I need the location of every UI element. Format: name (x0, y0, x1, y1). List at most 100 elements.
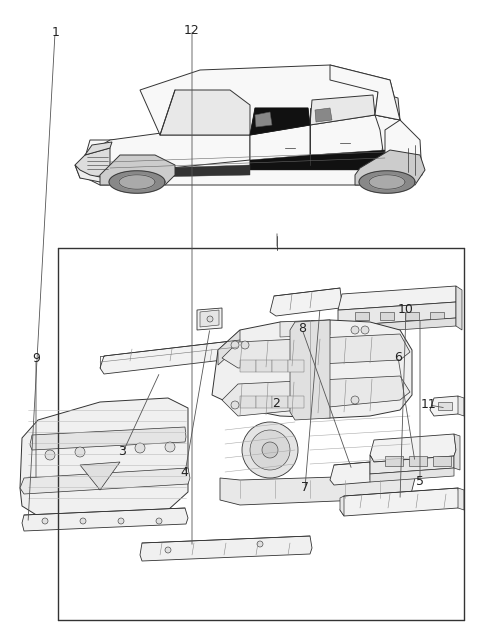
Polygon shape (359, 171, 415, 193)
Bar (380, 312, 394, 320)
Polygon shape (310, 115, 385, 165)
Polygon shape (385, 120, 422, 185)
Polygon shape (310, 95, 375, 125)
Polygon shape (458, 488, 464, 510)
Circle shape (257, 541, 263, 547)
Polygon shape (197, 308, 222, 330)
Polygon shape (355, 150, 425, 185)
Circle shape (165, 547, 171, 553)
Polygon shape (370, 455, 454, 474)
Bar (409, 456, 427, 466)
Polygon shape (109, 171, 165, 193)
Text: 5: 5 (416, 475, 424, 488)
Polygon shape (340, 496, 344, 516)
Circle shape (45, 450, 55, 460)
Polygon shape (80, 125, 250, 175)
Circle shape (241, 341, 249, 349)
Bar (438, 402, 452, 410)
Circle shape (42, 518, 48, 524)
Bar (385, 456, 403, 466)
Polygon shape (340, 488, 460, 516)
Polygon shape (30, 427, 186, 450)
Polygon shape (458, 396, 464, 416)
Polygon shape (100, 165, 250, 178)
Bar (272, 396, 288, 408)
Bar (288, 360, 304, 372)
Circle shape (351, 326, 359, 334)
Polygon shape (375, 115, 420, 185)
Circle shape (207, 316, 213, 322)
Bar (256, 360, 272, 372)
Bar (240, 396, 256, 408)
Bar (256, 396, 272, 408)
Text: 2: 2 (272, 397, 280, 410)
Circle shape (361, 326, 369, 334)
Circle shape (75, 447, 85, 457)
Polygon shape (370, 434, 456, 462)
Polygon shape (22, 508, 188, 531)
Polygon shape (160, 90, 250, 135)
Bar (272, 360, 288, 372)
Polygon shape (430, 396, 460, 416)
Circle shape (351, 396, 359, 404)
Text: 11: 11 (421, 398, 436, 411)
Polygon shape (338, 286, 456, 310)
Polygon shape (80, 462, 120, 490)
Polygon shape (100, 340, 242, 374)
Polygon shape (338, 318, 456, 334)
Circle shape (135, 443, 145, 453)
Polygon shape (456, 286, 462, 330)
Polygon shape (119, 175, 155, 189)
Circle shape (165, 442, 175, 452)
Text: 4: 4 (181, 466, 189, 479)
Polygon shape (250, 150, 385, 170)
Polygon shape (200, 310, 219, 327)
Polygon shape (75, 165, 115, 185)
Polygon shape (250, 108, 310, 135)
Polygon shape (85, 142, 112, 155)
Polygon shape (330, 462, 372, 485)
Text: 1: 1 (51, 27, 59, 39)
Polygon shape (20, 398, 188, 516)
Bar (288, 396, 304, 408)
Polygon shape (280, 320, 330, 337)
Polygon shape (140, 536, 312, 561)
Circle shape (231, 401, 239, 409)
Text: 9: 9 (32, 353, 40, 365)
Bar (240, 360, 256, 372)
Circle shape (80, 518, 86, 524)
Polygon shape (100, 155, 175, 185)
Polygon shape (375, 92, 400, 120)
Polygon shape (250, 125, 320, 165)
Polygon shape (240, 340, 248, 352)
Circle shape (231, 341, 239, 349)
Text: 10: 10 (397, 303, 414, 316)
Bar (405, 312, 419, 320)
Text: 6: 6 (395, 351, 402, 363)
Polygon shape (75, 148, 110, 178)
Text: 8: 8 (299, 322, 306, 335)
Polygon shape (140, 65, 400, 135)
Polygon shape (370, 468, 454, 482)
Bar (433, 456, 451, 466)
Polygon shape (454, 434, 460, 470)
Circle shape (262, 442, 278, 458)
Polygon shape (338, 302, 456, 326)
Bar (355, 312, 369, 320)
Polygon shape (369, 175, 405, 189)
Polygon shape (80, 140, 420, 185)
Polygon shape (315, 108, 332, 122)
Polygon shape (250, 108, 310, 135)
Polygon shape (222, 334, 410, 368)
Polygon shape (212, 320, 412, 418)
Polygon shape (218, 330, 240, 365)
Polygon shape (255, 112, 272, 127)
Text: 7: 7 (301, 482, 309, 494)
Circle shape (250, 430, 290, 470)
Polygon shape (222, 376, 410, 416)
Circle shape (242, 422, 298, 478)
Polygon shape (220, 475, 415, 505)
Text: 12: 12 (184, 24, 200, 37)
Bar (430, 312, 444, 320)
Polygon shape (270, 288, 342, 316)
